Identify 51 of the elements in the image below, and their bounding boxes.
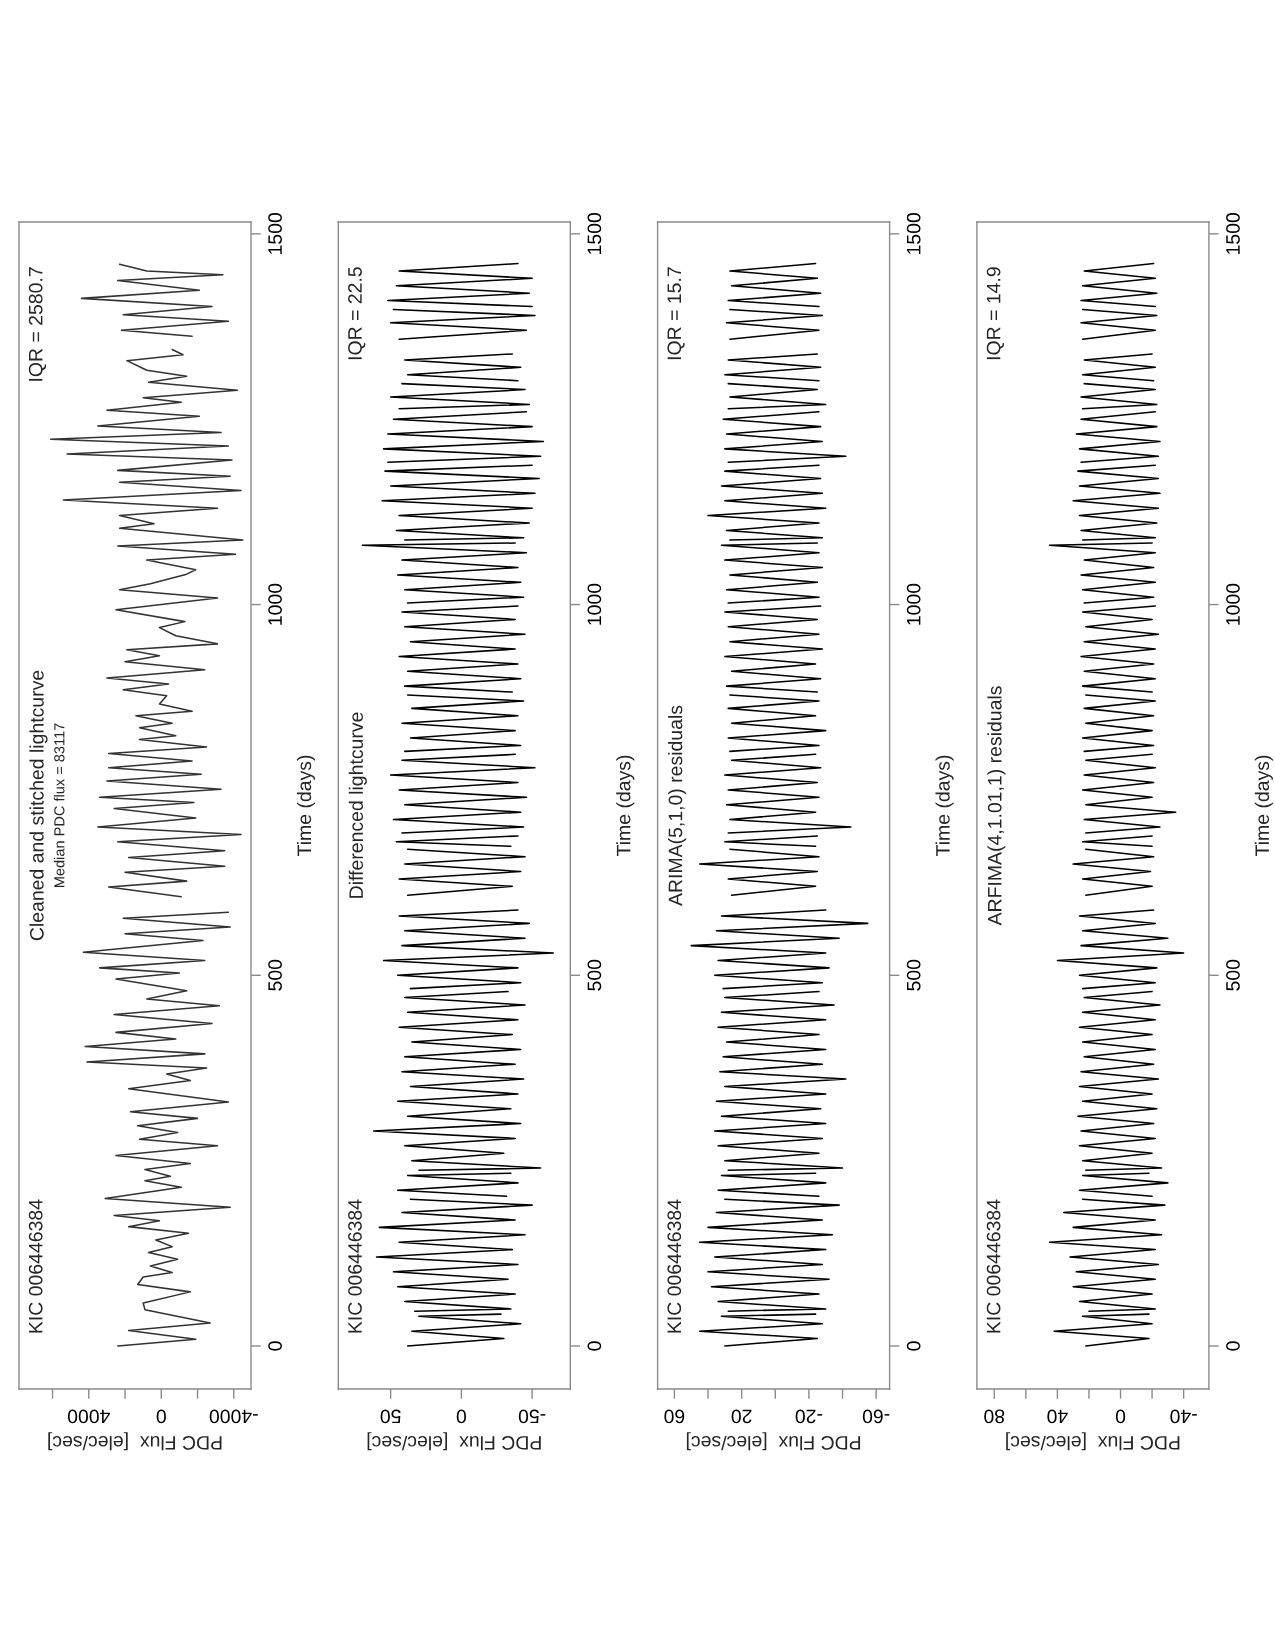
y-tick-label: 1500 bbox=[587, 212, 602, 255]
x-tick-label: -50 bbox=[518, 1409, 546, 1424]
y-tick-label: 0 bbox=[906, 1341, 921, 1351]
y-tick-label: 1500 bbox=[268, 212, 282, 255]
y-tick-label: 500 bbox=[906, 959, 921, 991]
annotation: KIC 006446384 bbox=[28, 1199, 43, 1333]
x-tick-label: 50 bbox=[380, 1409, 401, 1424]
x-tick-label: -60 bbox=[862, 1409, 890, 1424]
x-axis-title: PDC Flux [elec/sec] bbox=[48, 1432, 222, 1451]
y-tick-label: 1500 bbox=[906, 212, 921, 255]
y-axis-title: Time (days) bbox=[296, 755, 316, 857]
y-axis-title: Time (days) bbox=[935, 755, 954, 857]
x-tick-label: 0 bbox=[456, 1409, 467, 1424]
y-tick-label: 1000 bbox=[1226, 583, 1240, 625]
text: ARIMA(5,1,0) residuals bbox=[668, 705, 687, 906]
y-tick-label: 1000 bbox=[906, 583, 921, 625]
annotation: KIC 006446384 bbox=[986, 1199, 1001, 1333]
annotation: IQR = 22.5 bbox=[348, 267, 366, 360]
text: ARFIMA(4,1.01,1) residuals bbox=[987, 686, 1006, 926]
annotation: IQR = 2580.7 bbox=[28, 267, 47, 381]
y-tick-label: 1000 bbox=[268, 583, 282, 625]
y-tick-label: 500 bbox=[268, 959, 282, 991]
y-axis-title: Time (days) bbox=[1254, 755, 1273, 857]
x-tick-label: -20 bbox=[795, 1409, 823, 1424]
annotation: IQR = 14.9 bbox=[986, 267, 1004, 360]
text: Cleaned and stitched lightcurve bbox=[29, 670, 48, 941]
text: Median PDC flux = 83117 bbox=[53, 723, 65, 888]
x-tick-label: 0 bbox=[1115, 1409, 1126, 1424]
x-tick-label: 80 bbox=[984, 1409, 1005, 1424]
y-tick-label: 0 bbox=[587, 1341, 602, 1351]
x-tick-label: -4000 bbox=[209, 1409, 258, 1424]
x-tick-label: -40 bbox=[1170, 1409, 1197, 1424]
y-tick-label: 0 bbox=[1226, 1341, 1240, 1351]
x-axis-title: PDC Flux [elec/sec] bbox=[367, 1432, 541, 1451]
y-tick-label: 500 bbox=[1226, 959, 1240, 991]
annotation: IQR = 15.7 bbox=[667, 267, 685, 360]
y-tick-label: 0 bbox=[268, 1341, 282, 1351]
x-tick-label: 60 bbox=[664, 1409, 685, 1424]
x-tick-label: 0 bbox=[156, 1409, 166, 1424]
text: Differenced lightcurve bbox=[348, 712, 367, 898]
y-tick-label: 1500 bbox=[1226, 212, 1240, 255]
y-axis-title: Time (days) bbox=[616, 755, 635, 857]
y-tick-label: 1000 bbox=[587, 583, 602, 625]
annotation: KIC 006446384 bbox=[667, 1199, 682, 1333]
x-axis-title: PDC Flux [elec/sec] bbox=[1006, 1432, 1180, 1451]
x-tick-label: 20 bbox=[731, 1409, 752, 1424]
x-tick-label: 40 bbox=[1047, 1409, 1068, 1424]
x-axis-title: PDC Flux [elec/sec] bbox=[686, 1432, 861, 1451]
y-tick-label: 500 bbox=[587, 959, 602, 991]
x-tick-label: 4000 bbox=[67, 1409, 110, 1424]
annotation: KIC 006446384 bbox=[348, 1199, 362, 1333]
